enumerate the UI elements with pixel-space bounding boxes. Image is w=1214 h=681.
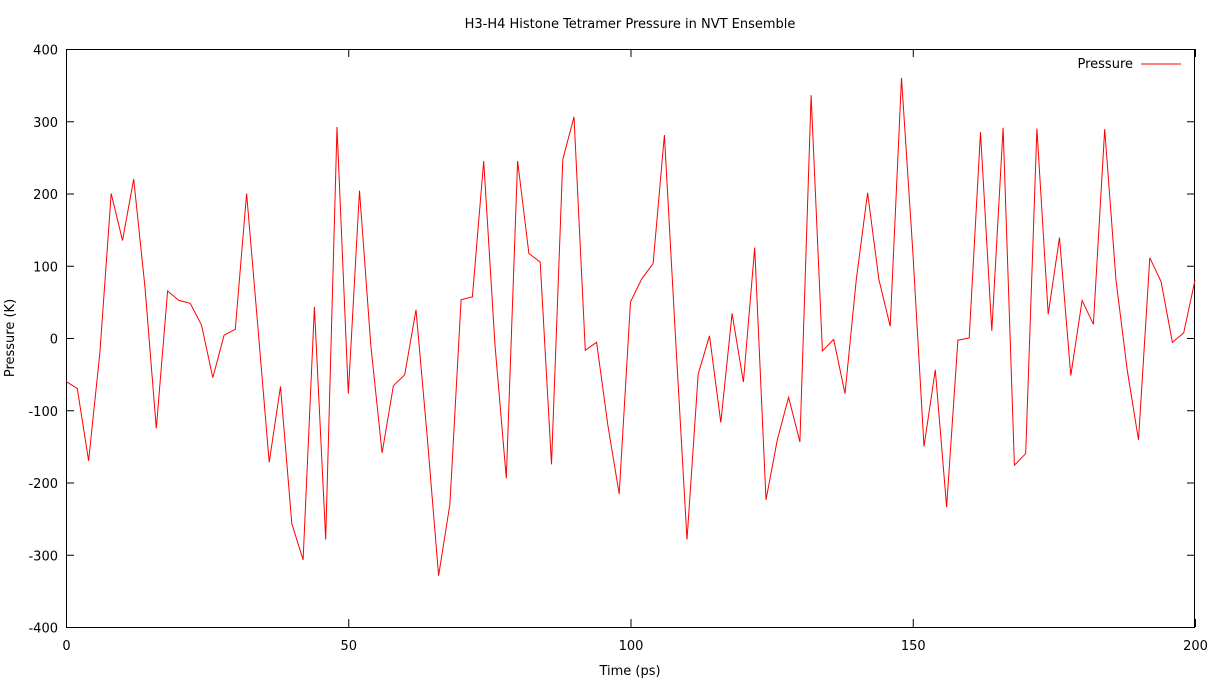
x-tick-label: 100	[619, 639, 644, 654]
y-tick-label: -200	[28, 477, 58, 492]
y-axis-ticks: -400 -300 -200 -100 0 100 200 300 400	[28, 44, 1195, 637]
legend-entry-pressure: Pressure	[1077, 57, 1133, 72]
y-tick-label: 100	[33, 260, 58, 275]
series-layer	[65, 77, 1196, 576]
plot-area-border	[66, 49, 1195, 628]
y-tick-label: -400	[28, 622, 58, 637]
y-tick-label: -300	[28, 549, 58, 564]
y-tick-label: 400	[33, 44, 58, 59]
plot-frame	[66, 49, 1195, 628]
x-tick-label: 150	[901, 639, 926, 654]
x-axis-ticks: 0 50 100 150 200	[62, 49, 1208, 654]
y-tick-label: 300	[33, 116, 58, 131]
y-tick-label: 200	[33, 188, 58, 203]
x-tick-label: 50	[340, 639, 357, 654]
chart-title: H3-H4 Histone Tetramer Pressure in NVT E…	[465, 17, 796, 32]
y-tick-label: -100	[28, 405, 58, 420]
x-axis-label: Time (ps)	[598, 664, 660, 679]
series-line-pressure	[65, 77, 1196, 576]
y-axis-label: Pressure (K)	[3, 299, 18, 377]
y-tick-label: 0	[50, 333, 58, 348]
x-tick-label: 0	[62, 639, 70, 654]
legend: Pressure	[1077, 57, 1181, 72]
x-tick-label: 200	[1183, 639, 1208, 654]
